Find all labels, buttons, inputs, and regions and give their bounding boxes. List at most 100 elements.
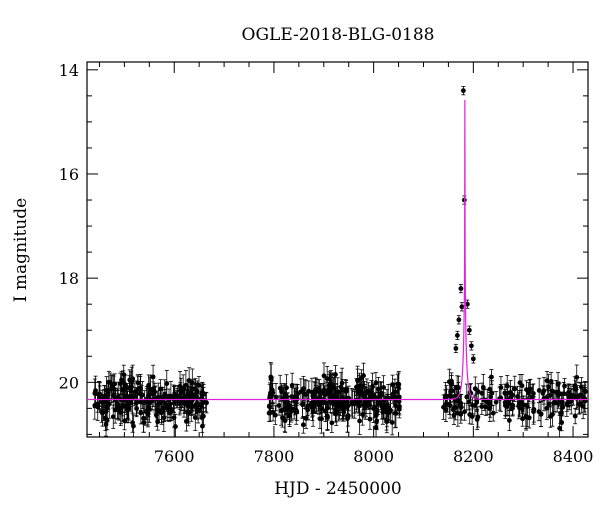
data-point: [562, 383, 567, 389]
data-point: [507, 396, 513, 401]
data-point: [548, 378, 554, 384]
data-point: [370, 384, 375, 390]
data-point: [544, 405, 550, 411]
data-point: [446, 402, 452, 408]
data-point: [521, 402, 527, 408]
data-point: [559, 420, 565, 425]
data-point: [464, 394, 470, 400]
data-point: [582, 389, 588, 395]
data-point: [493, 399, 499, 405]
data-point: [139, 392, 144, 397]
data-point: [110, 414, 116, 420]
data-point: [527, 386, 533, 392]
data-point: [115, 394, 121, 400]
data-point: [164, 394, 170, 400]
data-point: [458, 286, 464, 291]
data-point: [550, 412, 555, 417]
data-point: [368, 396, 373, 402]
data-point: [504, 383, 510, 389]
data-point: [360, 392, 366, 398]
data-point: [546, 384, 552, 390]
data-point: [286, 403, 292, 409]
data-point: [96, 391, 102, 397]
data-point: [566, 393, 571, 398]
data-point: [490, 410, 496, 416]
data-point: [300, 401, 306, 407]
data-point: [512, 386, 518, 392]
data-point: [470, 356, 476, 362]
data-point: [269, 387, 275, 393]
data-point: [526, 390, 531, 396]
data-point: [92, 390, 98, 396]
data-point: [186, 378, 192, 383]
data-point: [506, 417, 512, 423]
data-point: [566, 399, 572, 405]
data-point: [546, 401, 552, 407]
data-point: [145, 410, 151, 416]
data-point: [356, 403, 362, 408]
data-point: [103, 415, 108, 421]
data-point: [342, 404, 348, 410]
data-point: [329, 420, 335, 426]
data-point: [266, 404, 272, 409]
y-axis-label: I magnitude: [11, 198, 31, 302]
data-point: [357, 418, 363, 424]
data-point: [325, 405, 331, 411]
data-point: [456, 317, 462, 323]
data-point: [328, 382, 334, 388]
data-point: [158, 386, 163, 392]
data-point: [570, 393, 576, 399]
data-point: [134, 406, 140, 411]
data-point: [556, 392, 562, 397]
data-point: [111, 386, 117, 392]
data-point: [510, 405, 515, 411]
data-point: [458, 404, 464, 410]
data-point: [454, 333, 460, 338]
data-point: [280, 415, 285, 421]
data-point: [101, 409, 106, 415]
data-point: [531, 391, 536, 396]
data-point: [336, 401, 342, 407]
data-point: [459, 304, 465, 310]
data-point: [384, 419, 390, 425]
data-point: [333, 407, 339, 413]
data-point: [316, 402, 322, 408]
data-point: [381, 385, 386, 390]
x-tick-label: 7800: [254, 447, 295, 466]
data-point: [277, 385, 283, 391]
data-point: [468, 343, 474, 349]
data-point: [126, 405, 132, 411]
y-tick-label: 20: [59, 373, 79, 392]
x-axis-label: HJD - 2450000: [274, 479, 402, 499]
data-point: [122, 418, 127, 424]
data-point: [327, 387, 333, 393]
data-point: [541, 396, 547, 401]
data-point: [462, 409, 468, 415]
data-point: [367, 416, 373, 422]
data-point: [333, 372, 338, 377]
data-point: [106, 401, 112, 407]
data-point: [171, 400, 177, 406]
chart-title: OGLE-2018-BLG-0188: [242, 25, 435, 45]
plot-frame: [86, 61, 589, 438]
data-point: [464, 301, 470, 307]
data-point: [351, 399, 357, 405]
y-tick-label: 18: [59, 269, 79, 288]
data-point: [183, 382, 189, 388]
data-point: [300, 422, 306, 428]
data-point: [319, 416, 324, 422]
data-point: [566, 389, 572, 395]
data-point: [366, 390, 371, 396]
data-point: [153, 412, 159, 418]
data-point: [192, 415, 198, 420]
data-point: [146, 382, 152, 388]
data-point: [303, 392, 309, 398]
data-point: [138, 410, 144, 416]
data-point: [371, 406, 376, 411]
data-point: [572, 413, 578, 419]
data-point: [395, 381, 401, 387]
x-tick-label: 7600: [154, 447, 195, 466]
y-tick-label: 14: [59, 61, 79, 80]
data-point: [181, 400, 187, 406]
data-point: [475, 389, 481, 395]
